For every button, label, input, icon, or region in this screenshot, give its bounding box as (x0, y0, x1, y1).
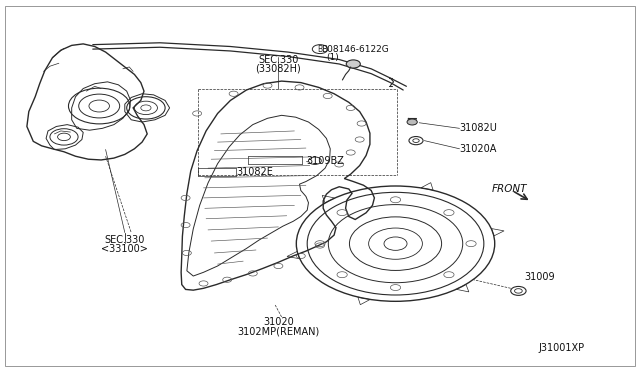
Text: <33100>: <33100> (101, 244, 148, 254)
Circle shape (407, 119, 417, 125)
Text: FRONT: FRONT (492, 184, 527, 194)
Text: (1): (1) (326, 53, 339, 62)
Text: 31082U: 31082U (460, 124, 497, 133)
Text: 3109BZ: 3109BZ (306, 156, 344, 166)
Text: J31001XP: J31001XP (539, 343, 585, 353)
Text: 31020: 31020 (263, 317, 294, 327)
Text: (33082H): (33082H) (255, 64, 301, 74)
Text: 31009: 31009 (525, 272, 556, 282)
Text: B08146-6122G: B08146-6122G (321, 45, 389, 54)
Text: 31082E: 31082E (237, 167, 274, 177)
Text: SEC.330: SEC.330 (104, 235, 145, 245)
Circle shape (346, 60, 360, 68)
Text: SEC.330: SEC.330 (258, 55, 299, 64)
Text: B: B (317, 45, 323, 54)
Text: 31020A: 31020A (460, 144, 497, 154)
Text: 3102MP(REMAN): 3102MP(REMAN) (237, 326, 319, 336)
